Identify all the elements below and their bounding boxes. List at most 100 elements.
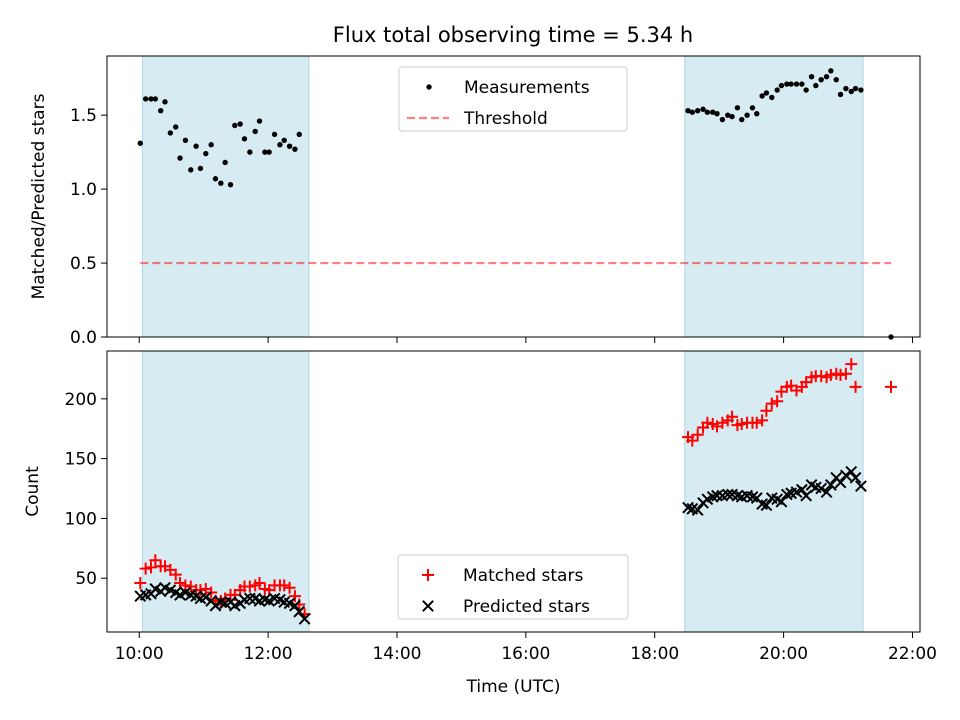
- matched-point: [149, 554, 162, 567]
- measurement-point: [281, 137, 287, 143]
- measurement-point: [162, 99, 168, 105]
- y-tick-label: 50: [75, 569, 97, 589]
- predicted-point: [214, 596, 227, 609]
- measurement-point: [858, 87, 864, 93]
- measurement-point: [714, 110, 720, 117]
- predicted-point: [721, 488, 734, 501]
- measurement-point: [719, 116, 726, 123]
- measurement-point: [744, 112, 750, 118]
- matched-point: [701, 416, 714, 429]
- legend-label: Measurements: [464, 78, 590, 98]
- measurement-point: [208, 142, 214, 148]
- matched-point: [139, 562, 152, 575]
- legend-measurement-marker: [426, 84, 432, 90]
- measurement-point: [818, 76, 824, 83]
- predicted-point: [824, 479, 837, 491]
- measurement-point: [793, 81, 800, 87]
- measurement-point: [182, 137, 189, 143]
- top-legend: Measurements Threshold: [398, 66, 628, 132]
- legend-label: Predicted stars: [463, 597, 590, 617]
- x-tick-label: 16:00: [501, 644, 550, 664]
- x-tick-label: 18:00: [630, 644, 679, 664]
- measurement-point: [759, 93, 765, 99]
- measurement-point: [734, 105, 741, 111]
- measurement-point: [193, 143, 199, 149]
- measurement-point: [232, 122, 238, 129]
- measurement-point: [256, 118, 263, 124]
- measurement-point: [778, 82, 785, 89]
- measurement-point: [749, 105, 756, 111]
- bottom-predicted-series: [134, 465, 867, 625]
- measurement-point: [271, 131, 278, 138]
- predicted-point: [839, 469, 852, 482]
- measurement-point: [137, 140, 143, 146]
- measurement-point: [843, 85, 849, 92]
- measurement-point: [725, 112, 731, 118]
- matched-point: [278, 579, 291, 592]
- predicted-point: [815, 482, 828, 495]
- measurement-point: [828, 68, 834, 74]
- predicted-point: [243, 592, 256, 605]
- measurement-point: [277, 142, 283, 148]
- y-tick-label: 0.0: [70, 328, 97, 348]
- y-tick-label: 0.5: [70, 254, 97, 274]
- matched-point: [691, 428, 704, 441]
- predicted-point: [855, 480, 867, 493]
- matched-point: [750, 416, 763, 429]
- top-y-axis: 0.0 0.5 1.0 1.5: [70, 106, 107, 348]
- measurement-point: [241, 136, 248, 142]
- measurement-point: [784, 81, 790, 87]
- measurement-point: [157, 108, 164, 114]
- measurement-point: [188, 167, 194, 173]
- bottom-x-axis: 10:00 12:00 14:00 16:00 18:00 20:00 22:00: [115, 632, 937, 664]
- matched-point: [243, 580, 256, 593]
- predicted-point: [289, 599, 301, 612]
- matched-point: [765, 397, 778, 410]
- measurement-point: [689, 109, 696, 115]
- measurement-point: [848, 88, 854, 95]
- x-tick-label: 22:00: [888, 644, 937, 664]
- measurement-point: [729, 113, 735, 120]
- predicted-point: [209, 599, 222, 612]
- predicted-point: [746, 490, 759, 503]
- measurement-point: [173, 124, 179, 130]
- top-x-axis: [138, 337, 913, 343]
- measurement-point: [700, 106, 706, 112]
- top-y-axis-label: Matched/Predicted stars: [29, 93, 49, 299]
- measurement-point: [774, 87, 780, 93]
- legend-box: [397, 554, 629, 620]
- bottom-x-axis-label: Time (UTC): [466, 677, 561, 697]
- predicted-point: [800, 489, 813, 502]
- predicted-point: [298, 612, 311, 625]
- predicted-point: [775, 495, 788, 508]
- measurement-point: [227, 181, 234, 188]
- measurement-point: [212, 176, 219, 182]
- matched-point: [849, 380, 862, 393]
- shaded-span-1: [141, 350, 310, 633]
- bottom-y-axis: 50 100 150 200: [65, 390, 107, 589]
- measurement-point: [152, 96, 159, 102]
- matched-point: [179, 579, 192, 592]
- bottom-matched-series: [134, 358, 898, 621]
- measurement-point: [808, 74, 815, 80]
- y-tick-label: 1.0: [70, 180, 97, 200]
- top-shaded-spans: [141, 55, 864, 338]
- measurement-point: [754, 110, 760, 117]
- y-tick-label: 100: [65, 509, 97, 529]
- matched-point: [686, 434, 699, 447]
- top-measurement-series: [137, 68, 894, 340]
- chart-title: Flux total observing time = 5.34 h: [333, 23, 693, 47]
- y-tick-label: 200: [65, 390, 97, 410]
- measurement-point: [266, 149, 272, 155]
- measurement-point: [739, 116, 745, 123]
- matched-point: [760, 404, 773, 417]
- matched-point: [771, 395, 784, 408]
- predicted-point: [795, 483, 808, 496]
- measurement-point: [177, 155, 183, 161]
- bottom-axes-frame: [106, 350, 921, 633]
- measurement-point: [694, 108, 701, 114]
- bottom-y-axis-label: Count: [23, 466, 43, 517]
- predicted-point: [760, 499, 773, 512]
- measurement-point: [296, 131, 302, 138]
- matched-point: [845, 358, 858, 371]
